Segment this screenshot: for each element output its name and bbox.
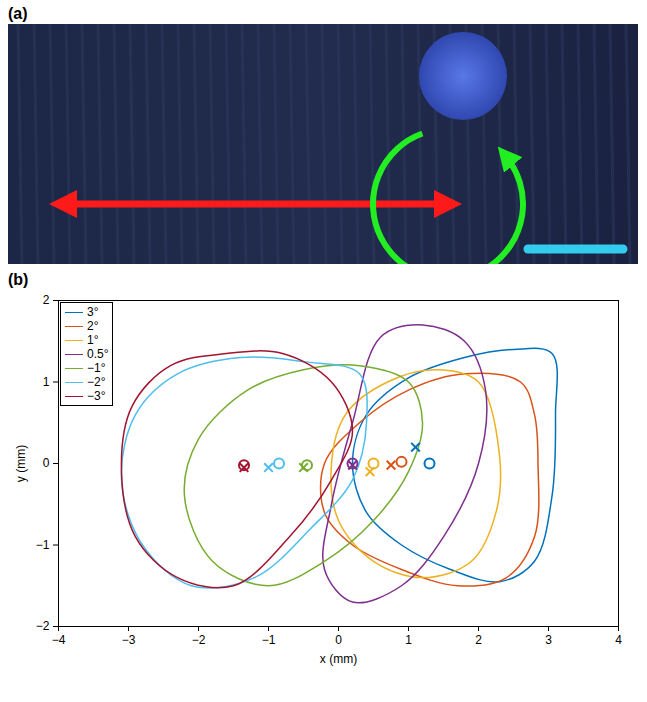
svg-text:3: 3 <box>545 633 552 647</box>
html-text:(a): (a) <box>8 5 28 22</box>
svg-text:y (mm): y (mm) <box>14 445 28 482</box>
svg-text:2: 2 <box>475 633 482 647</box>
html-text:−2°: −2° <box>87 375 106 389</box>
svg-text:1: 1 <box>43 375 50 389</box>
svg-text:0: 0 <box>43 456 50 470</box>
svg-text:2: 2 <box>43 293 50 307</box>
svg-text:4: 4 <box>615 633 622 647</box>
svg-text:1: 1 <box>405 633 412 647</box>
svg-text:x (mm): x (mm) <box>320 652 357 666</box>
svg-text:−1: −1 <box>36 538 50 552</box>
html-text:0.5°: 0.5° <box>87 347 109 361</box>
html-text:−1°: −1° <box>87 361 106 375</box>
html-text:1°: 1° <box>87 333 99 347</box>
html-text:−3°: −3° <box>87 389 106 403</box>
svg-text:−3: −3 <box>122 633 136 647</box>
svg-text:−2: −2 <box>36 619 50 633</box>
html-text:(b): (b) <box>8 271 29 288</box>
svg-text:0: 0 <box>335 633 342 647</box>
svg-text:−1: −1 <box>262 633 276 647</box>
html-text:3°: 3° <box>87 305 99 319</box>
svg-text:−2: −2 <box>192 633 206 647</box>
html-text:2°: 2° <box>87 319 99 333</box>
svg-text:−4: −4 <box>52 633 66 647</box>
